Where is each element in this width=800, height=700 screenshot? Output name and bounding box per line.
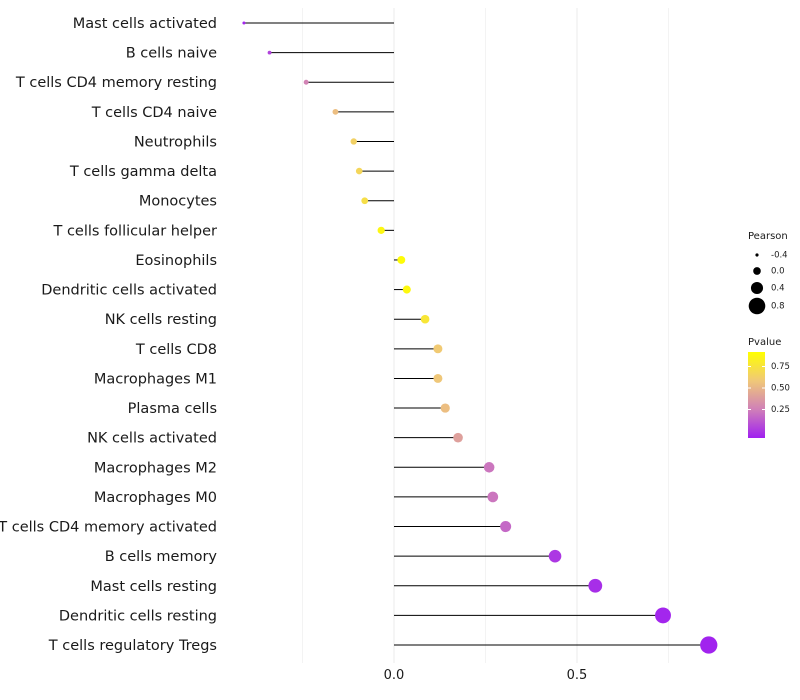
lollipop-point [453,432,463,443]
y-axis-label: Neutrophils [134,134,217,150]
lollipop-point [377,226,385,234]
y-axis-label: T cells gamma delta [69,164,217,180]
lollipop-point [303,79,309,85]
y-axis-label: T cells CD4 memory activated [0,520,217,536]
size-legend-label: 0.0 [771,267,785,277]
pearson-legend-title: Pearson [748,231,788,242]
x-tick-label: 0.0 [384,668,405,683]
lollipop-point [242,21,246,25]
x-axis-tick-labels: 0.0 0.5 [384,668,588,683]
pvalue-colorbar [748,352,765,438]
lollipop-point [355,167,363,175]
size-legend-label: 0.8 [771,302,785,312]
y-axis-label: Plasma cells [128,401,217,417]
y-axis-label: Eosinophils [135,253,217,269]
pvalue-legend-title: Pvalue [748,337,781,348]
y-axis-label: Macrophages M2 [94,460,217,476]
y-axis-label: Mast cells activated [73,16,217,32]
size-legend-label: 0.4 [771,284,785,294]
lollipop-point [655,607,671,624]
y-axis-label: B cells naive [126,46,217,62]
size-legend-label: -0.4 [771,251,788,261]
x-tick-label: 0.5 [567,668,588,683]
size-legend-key [748,297,766,315]
size-legend-key [755,253,759,257]
y-axis-label: Macrophages M0 [94,490,217,506]
pvalue-color-legend: Pvalue 0.75 0.50 0.25 [748,337,790,438]
y-axis-label: T cells follicular helper [52,223,217,239]
lollipop-point [433,344,443,354]
y-axis-label: Dendritic cells activated [41,283,217,299]
size-legend-key [753,267,761,275]
gridlines [302,8,669,663]
lollipop-point [500,521,512,533]
y-axis-label: NK cells activated [87,431,217,447]
lollipop-point [700,636,718,654]
lollipop-point [483,462,495,473]
lollipop-point [487,491,499,503]
pearson-size-legend: Pearson -0.4 0.0 0.4 0.8 [748,231,788,315]
lollipop-points [242,21,718,654]
colorbar-label: 0.25 [771,405,790,415]
y-axis-label: T cells CD4 naive [91,105,217,121]
y-axis-label: Monocytes [139,194,217,210]
size-legend-key [750,281,764,295]
y-axis-label: Macrophages M1 [94,371,217,387]
y-axis-label: T cells CD4 memory resting [15,75,217,91]
y-axis-label: Dendritic cells resting [59,608,217,624]
lollipop-point [402,285,411,294]
y-axis-label: T cells CD8 [135,342,217,358]
lollipop-point [332,108,339,115]
lollipop-point [397,256,406,264]
y-axis-label: NK cells resting [105,312,217,328]
y-axis-label: Mast cells resting [90,579,217,595]
y-axis-label: B cells memory [105,549,218,565]
lollipop-point [267,50,272,55]
lollipop-point [548,549,562,563]
y-axis-labels: Mast cells activated B cells naive T cells… [0,16,217,654]
lollipop-point [420,314,430,324]
y-axis-label: T cells regulatory Tregs [48,638,217,654]
lollipop-stems [243,22,709,646]
lollipop-point [433,373,443,383]
lollipop-point [588,578,603,593]
colorbar-label: 0.50 [771,384,790,394]
lollipop-point [350,138,357,145]
lollipop-point [440,403,450,413]
colorbar-label: 0.75 [771,362,790,372]
lollipop-point [361,197,369,205]
